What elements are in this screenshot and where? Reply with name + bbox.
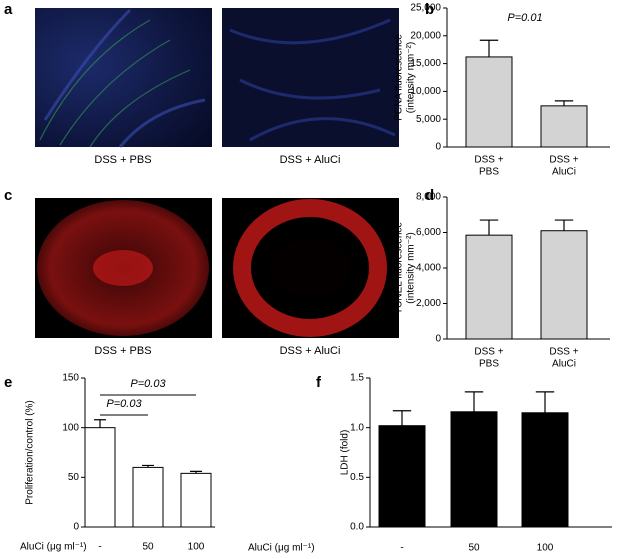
error-bar: [479, 39, 499, 57]
y-tick-label: 0: [435, 334, 441, 345]
y-tick-label: 1.0: [350, 422, 364, 433]
error-bar: [94, 419, 106, 428]
panel-letter: a: [4, 1, 13, 18]
y-tick-label: 20,000: [410, 30, 441, 41]
x-tick-label: PBS: [479, 167, 499, 178]
panel-letter: f: [316, 374, 322, 391]
x-tick-label: DSS +: [474, 347, 503, 358]
image-caption: DSS + PBS: [94, 154, 151, 166]
error-bar: [392, 410, 412, 426]
annotation: P=0.01: [507, 12, 542, 24]
error-bar: [190, 470, 202, 474]
error-bar: [464, 391, 484, 412]
y-axis-label: PCNA fluorescence: [394, 34, 405, 121]
x-tick-label: 100: [188, 542, 205, 553]
error-bar: [535, 391, 555, 413]
y-tick-label: 50: [68, 472, 80, 483]
panel-letter: c: [4, 187, 12, 204]
error-bar: [554, 100, 574, 106]
y-tick-label: 2,000: [416, 298, 441, 309]
image-caption: DSS + AluCi: [280, 154, 341, 166]
error-bar: [479, 219, 499, 236]
x-tick-label: AluCi: [552, 359, 576, 370]
y-tick-label: 5,000: [416, 114, 441, 125]
y-axis-label: Proliferation/control (%): [25, 400, 36, 504]
y-tick-label: 0: [435, 142, 441, 153]
bar: [465, 234, 513, 340]
panel-letter: d: [425, 187, 434, 204]
x-tick-label: DSS +: [549, 155, 578, 166]
y-tick-label: 1.5: [350, 373, 364, 384]
x-tick-label: 50: [468, 543, 480, 554]
y-axis-label: LDH (fold): [340, 430, 351, 476]
x-tick-label: DSS +: [549, 347, 578, 358]
annotation: P=0.03: [106, 398, 142, 410]
x-tick-label: DSS +: [474, 155, 503, 166]
bar: [540, 230, 588, 340]
bar: [450, 411, 498, 528]
bar: [521, 412, 569, 528]
bar: [180, 472, 212, 528]
y-tick-label: 0.0: [350, 522, 364, 533]
y-tick-label: 25,000: [410, 3, 441, 14]
y-tick-label: 10,000: [410, 86, 441, 97]
x-axis-label: AluCi (μg ml⁻¹): [248, 543, 315, 554]
bar: [378, 425, 426, 528]
x-tick-label: AluCi: [552, 167, 576, 178]
error-bar: [554, 219, 574, 231]
micrograph: [35, 8, 212, 148]
y-tick-label: 4,000: [416, 263, 441, 274]
y-tick-label: 8,000: [416, 192, 441, 203]
y-tick-label: 150: [62, 373, 79, 384]
x-tick-label: 100: [537, 543, 554, 554]
x-tick-label: -: [400, 543, 403, 554]
image-caption: DSS + AluCi: [280, 345, 341, 357]
x-axis-label: AluCi (μg ml⁻¹): [20, 542, 87, 553]
x-tick-label: -: [98, 542, 101, 553]
y-tick-label: 6,000: [416, 227, 441, 238]
micrograph: [35, 198, 212, 338]
y-axis-label: TUNEL fluorescence: [394, 222, 405, 314]
y-axis-label: (intensity mm⁻²): [406, 42, 417, 113]
y-tick-label: 100: [62, 422, 79, 433]
bar: [132, 466, 164, 528]
image-caption: DSS + PBS: [94, 345, 151, 357]
y-axis-label: (intensity mm⁻²): [406, 232, 417, 303]
x-tick-label: 50: [142, 542, 154, 553]
micrograph: [222, 8, 399, 147]
y-tick-label: 0.5: [350, 472, 364, 483]
panel-letter: e: [4, 374, 12, 391]
annotation: P=0.03: [130, 378, 166, 390]
y-tick-label: 0: [73, 522, 79, 533]
bar: [540, 105, 588, 148]
error-bar: [142, 464, 154, 468]
panel-letter: b: [425, 1, 434, 18]
x-tick-label: PBS: [479, 359, 499, 370]
y-tick-label: 15,000: [410, 58, 441, 69]
micrograph: [222, 198, 399, 338]
bar: [465, 56, 513, 148]
bar: [84, 427, 116, 528]
